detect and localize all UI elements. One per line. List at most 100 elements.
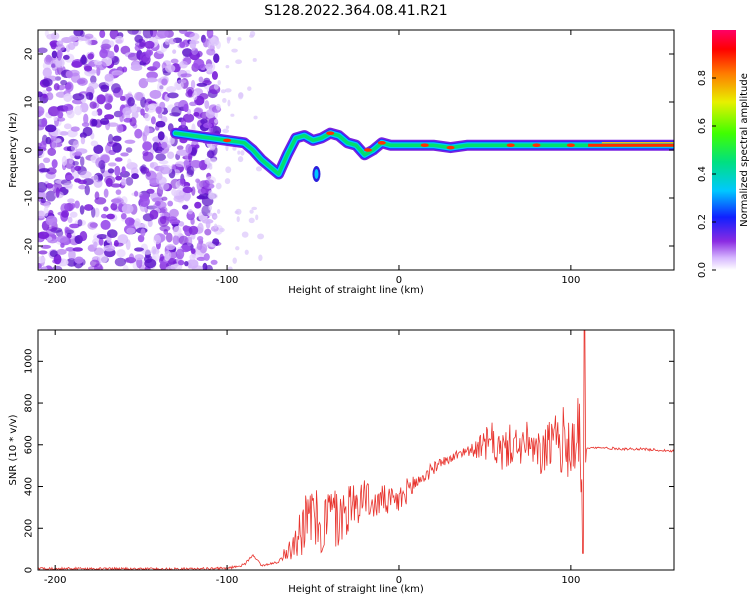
noise-blob: [157, 81, 164, 93]
noise-blob: [68, 35, 78, 42]
noise-blob: [100, 213, 108, 219]
noise-blob: [235, 59, 242, 65]
noise-blob: [237, 150, 241, 155]
noise-blob: [222, 128, 230, 134]
noise-blob: [142, 141, 153, 151]
noise-blob: [88, 61, 96, 67]
noise-blob: [199, 92, 209, 100]
noise-blob: [141, 249, 153, 255]
noise-blob: [225, 64, 230, 69]
noise-blob: [183, 103, 189, 113]
signal-hotspot: [506, 143, 515, 147]
noise-blob: [168, 136, 175, 145]
noise-blob: [231, 48, 238, 53]
noise-blob: [249, 30, 256, 37]
noise-blob: [113, 44, 119, 53]
noise-blob: [53, 116, 58, 121]
noise-blob: [45, 182, 54, 189]
spectrogram-xlabel: Height of straight line (km): [288, 285, 424, 296]
colorbar-tick-label: 0.6: [697, 118, 708, 134]
noise-blob: [227, 266, 233, 270]
noise-blob: [172, 49, 177, 54]
noise-blob: [99, 117, 110, 125]
colorbar-label: Normalized spectral amplitude: [739, 73, 750, 227]
noise-blob: [134, 254, 144, 261]
noise-blob: [45, 124, 57, 133]
noise-blob: [54, 57, 65, 69]
noise-blob: [114, 257, 127, 267]
noise-blob: [55, 187, 60, 198]
noise-blob: [74, 200, 80, 209]
noise-blob: [89, 101, 97, 109]
noise-blob: [216, 208, 221, 214]
noise-blob: [96, 234, 108, 240]
signal-hotspot: [223, 138, 232, 143]
noise-blob: [213, 53, 220, 64]
noise-blob: [83, 204, 94, 211]
noise-blob: [161, 78, 168, 86]
noise-blob: [169, 112, 181, 117]
noise-blob: [186, 236, 193, 247]
noise-blob: [53, 83, 60, 91]
noise-blob: [186, 258, 199, 269]
noise-blob: [40, 140, 47, 150]
noise-blob: [120, 45, 131, 55]
noise-blob: [87, 221, 98, 230]
noise-blob: [70, 144, 78, 152]
noise-blob: [84, 65, 93, 72]
noise-blob: [115, 189, 122, 195]
noise-blob: [62, 103, 74, 111]
noise-blob: [38, 191, 47, 199]
noise-blob: [60, 203, 70, 214]
noise-blob: [182, 186, 193, 194]
noise-blob: [237, 37, 242, 41]
noise-blob: [67, 216, 73, 224]
noise-blob: [156, 49, 165, 54]
noise-blob: [226, 37, 231, 44]
noise-blob: [78, 185, 87, 190]
noise-blob: [225, 166, 232, 174]
noise-blob: [126, 227, 136, 235]
snr-ylabel: SNR (10 * v/v): [8, 414, 19, 485]
noise-blob: [206, 150, 215, 159]
noise-blob: [113, 242, 124, 247]
noise-blob: [204, 157, 211, 165]
noise-blob: [107, 122, 119, 127]
noise-blob: [207, 212, 213, 217]
spectrogram-x-tick-label: -200: [44, 275, 67, 286]
noise-blob: [91, 118, 98, 127]
noise-blob: [196, 242, 203, 251]
noise-blob: [157, 112, 163, 119]
noise-blob: [157, 131, 165, 141]
noise-blob: [168, 38, 177, 45]
noise-blob: [51, 140, 58, 149]
noise-blob: [47, 106, 60, 117]
noise-blob: [210, 259, 218, 265]
noise-blob: [191, 47, 199, 55]
noise-blob: [215, 182, 222, 190]
noise-blob: [140, 228, 146, 237]
noise-blob: [80, 136, 86, 145]
noise-blob: [146, 188, 155, 194]
noise-blob: [38, 106, 45, 117]
noise-blob: [192, 90, 198, 101]
noise-blob: [103, 244, 116, 252]
noise-blob: [115, 175, 123, 181]
noise-blob: [190, 217, 195, 225]
noise-blob: [166, 151, 175, 159]
noise-blob: [134, 128, 143, 139]
snr-x-tick-label: -100: [216, 575, 239, 586]
noise-blob: [167, 200, 174, 207]
noise-blob: [151, 246, 157, 255]
noise-blob: [89, 39, 98, 45]
noise-blob: [56, 117, 66, 122]
noise-blob: [72, 160, 79, 166]
noise-blob: [142, 151, 154, 162]
noise-blob: [240, 150, 245, 156]
noise-blob: [207, 163, 213, 167]
noise-blob: [84, 184, 90, 196]
spectrogram-x-tick-label: 100: [561, 275, 580, 286]
noise-blob: [87, 39, 92, 45]
noise-blob: [64, 82, 72, 90]
